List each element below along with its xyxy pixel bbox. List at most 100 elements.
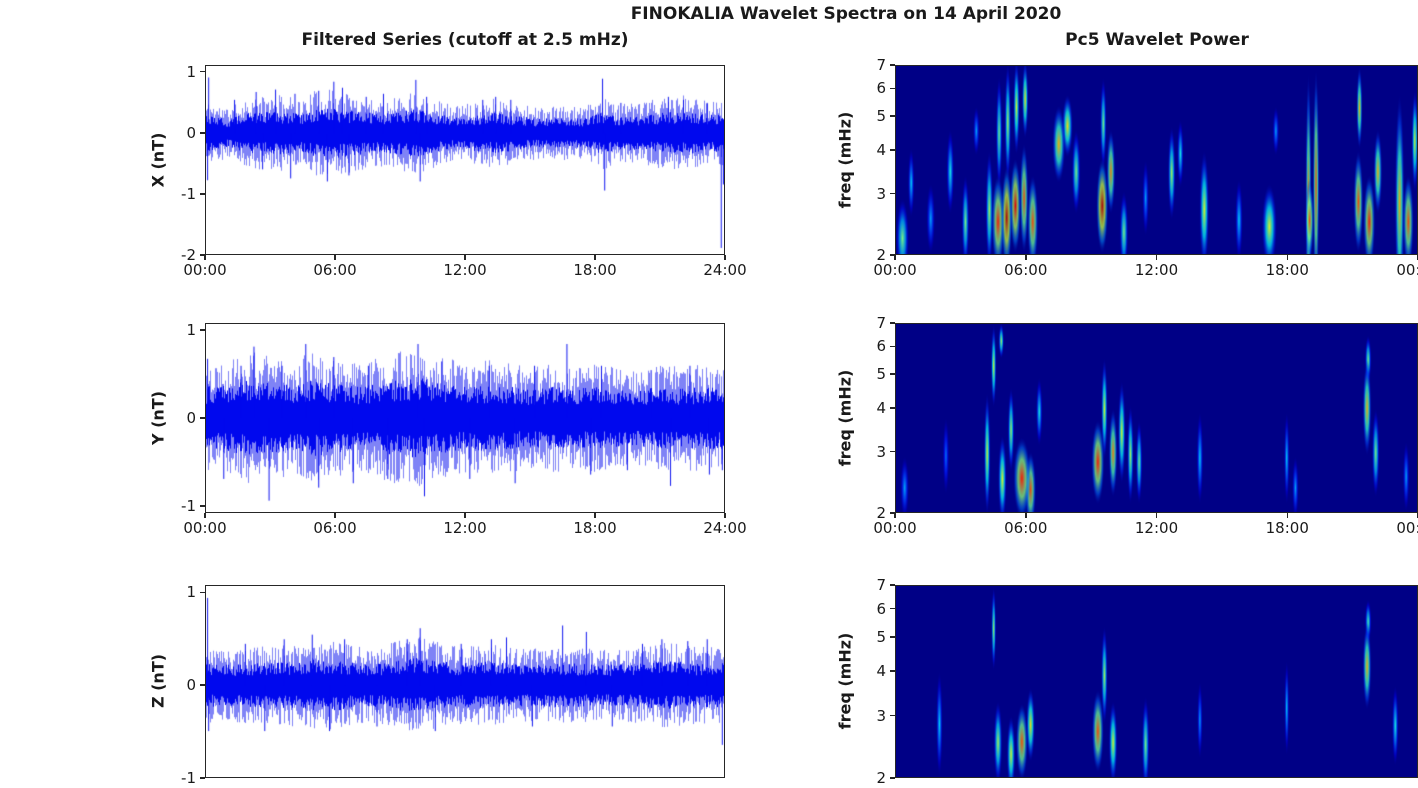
x-wavelet-power-canvas	[896, 66, 1417, 254]
x-tick-label: 24:00	[703, 261, 747, 279]
x-tick-label: 00:00	[1396, 519, 1418, 537]
x-tick-mark	[204, 255, 206, 260]
y-tick-label: 4	[876, 398, 886, 417]
z-wavelet-power-canvas	[896, 586, 1417, 777]
x-wavelet-power-plot	[895, 65, 1418, 255]
y-tick-label: 7	[876, 576, 886, 594]
x-tick-label: 06:00	[313, 519, 357, 537]
y-tick-mark	[890, 64, 895, 66]
x-tick-mark	[334, 255, 336, 260]
y-tick-mark	[200, 505, 205, 507]
y-tick-label: 0	[186, 409, 196, 427]
y-tick-label: -2	[181, 246, 196, 264]
y-tick-label: 1	[186, 583, 196, 602]
x-tick-mark	[1155, 255, 1158, 260]
y-tick-mark	[890, 254, 895, 256]
x-tick-label: 12:00	[443, 261, 487, 279]
x-tick-mark	[1286, 255, 1288, 260]
y-tick-mark	[890, 345, 895, 348]
y-tick-mark	[890, 607, 895, 610]
x-tick-mark	[724, 255, 726, 260]
x-tick-label: 00:00	[183, 519, 227, 537]
x-tick-mark	[204, 513, 206, 518]
z-filtered-series-plot	[205, 585, 725, 778]
y-wavelet-power-canvas	[896, 324, 1417, 512]
figure-title: FINOKALIA Wavelet Spectra on 14 April 20…	[630, 4, 1062, 24]
x-tick-mark	[894, 255, 896, 260]
x-tick-mark	[724, 513, 726, 518]
y-tick-label: 5	[876, 627, 886, 646]
x-tick-label: 18:00	[1265, 261, 1309, 279]
y-tick-mark	[890, 87, 895, 90]
y-tick-mark	[890, 373, 895, 375]
y-tick-label: 6	[876, 599, 886, 618]
y-tick-mark	[890, 450, 895, 453]
y-tick-label: 0	[186, 676, 196, 695]
z-series-ylabel: Z (nT)	[148, 653, 168, 709]
y-tick-mark	[890, 115, 895, 117]
x-tick-label: 06:00	[1004, 519, 1048, 537]
y-filtered-series-canvas	[206, 324, 724, 512]
x-tick-label: 00:00	[873, 519, 917, 537]
x-filtered-series-plot	[205, 65, 725, 255]
z-wavelet-ylabel: freq (mHz)	[835, 632, 855, 730]
x-tick-mark	[894, 513, 896, 518]
y-tick-label: -1	[181, 496, 196, 515]
y-tick-mark	[200, 193, 205, 195]
x-tick-label: 00:00	[183, 261, 227, 279]
x-tick-label: 06:00	[1004, 261, 1048, 279]
y-tick-label: 1	[186, 321, 196, 340]
y-wavelet-power-plot	[895, 323, 1418, 513]
filtered-series-column-title: Filtered Series (cutoff at 2.5 mHz)	[301, 30, 629, 50]
x-tick-mark	[464, 255, 466, 260]
y-tick-label: 1	[186, 62, 196, 81]
y-tick-mark	[200, 684, 205, 686]
x-filtered-series-canvas	[206, 66, 724, 254]
y-tick-label: 2	[876, 504, 886, 522]
y-tick-mark	[890, 407, 895, 409]
y-tick-mark	[890, 322, 895, 324]
z-wavelet-power-plot	[895, 585, 1418, 778]
x-tick-label: 18:00	[1265, 519, 1309, 537]
y-tick-label: 6	[876, 79, 886, 98]
x-tick-label: 00:00	[873, 261, 917, 279]
y-tick-mark	[890, 149, 895, 151]
y-tick-mark	[200, 777, 205, 779]
y-tick-label: 3	[876, 706, 886, 725]
y-tick-mark	[890, 636, 895, 638]
y-tick-label: 5	[876, 107, 886, 126]
wavelet-power-column-title: Pc5 Wavelet Power	[1065, 30, 1249, 50]
y-tick-label: 7	[876, 56, 886, 74]
y-tick-mark	[200, 254, 205, 256]
x-tick-label: 18:00	[573, 519, 617, 537]
x-tick-label: 24:00	[703, 519, 747, 537]
x-series-ylabel: X (nT)	[148, 132, 168, 188]
y-tick-label: 3	[876, 442, 886, 461]
y-tick-mark	[200, 417, 205, 419]
x-tick-mark	[1025, 255, 1027, 260]
y-tick-mark	[890, 670, 895, 672]
y-filtered-series-plot	[205, 323, 725, 513]
y-tick-mark	[890, 777, 895, 779]
x-tick-label: 12:00	[1134, 261, 1179, 279]
y-tick-label: 6	[876, 337, 886, 356]
y-tick-label: 2	[876, 769, 886, 787]
x-tick-mark	[464, 513, 466, 518]
y-wavelet-ylabel: freq (mHz)	[835, 369, 855, 467]
x-tick-mark	[594, 513, 596, 518]
x-wavelet-ylabel: freq (mHz)	[835, 111, 855, 209]
y-tick-mark	[200, 132, 205, 134]
y-tick-mark	[890, 192, 895, 195]
y-tick-label: 4	[876, 140, 886, 159]
y-tick-label: 5	[876, 365, 886, 384]
y-tick-label: 2	[876, 246, 886, 264]
y-tick-label: 7	[876, 314, 886, 332]
x-tick-label: 12:00	[1134, 519, 1179, 537]
y-tick-mark	[200, 329, 205, 331]
x-tick-mark	[1025, 513, 1027, 518]
x-tick-label: 18:00	[573, 261, 617, 279]
y-tick-label: -1	[181, 769, 196, 787]
y-tick-label: 3	[876, 184, 886, 203]
y-tick-mark	[890, 714, 895, 717]
